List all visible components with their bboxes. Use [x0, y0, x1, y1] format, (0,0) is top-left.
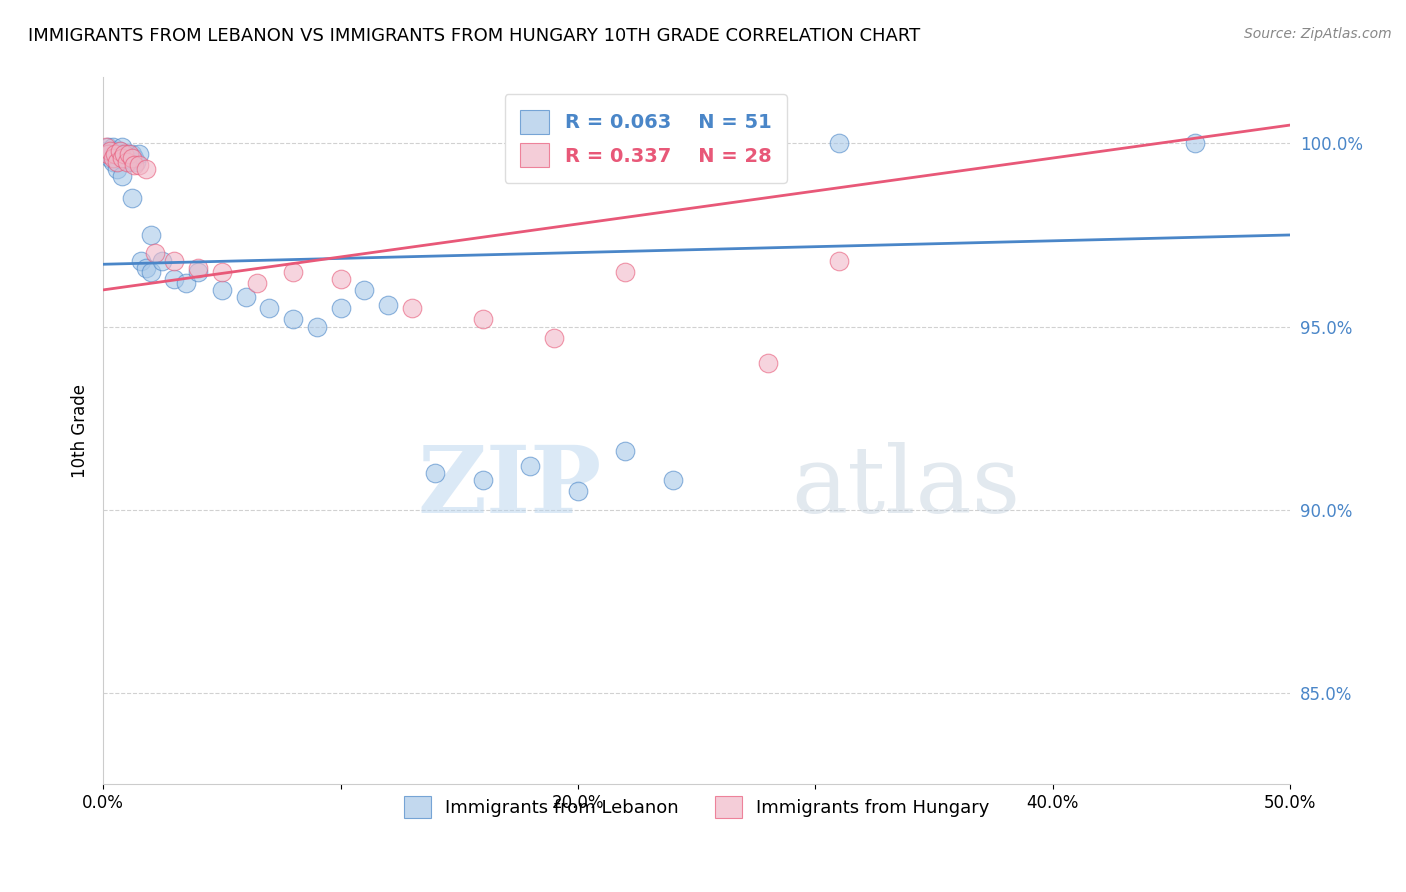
Point [125, 154, 148, 169]
Point [567, 484, 589, 499]
Point [97, 147, 120, 161]
Point [329, 301, 352, 316]
Point [135, 161, 157, 176]
Point [108, 144, 131, 158]
Point [143, 246, 166, 260]
Text: atlas: atlas [792, 442, 1021, 533]
Point [425, 466, 447, 480]
Point [187, 264, 209, 278]
Point [543, 330, 565, 344]
Point [104, 147, 127, 161]
Point [104, 151, 127, 165]
Point [97, 147, 120, 161]
Point [329, 272, 352, 286]
Point [377, 297, 399, 311]
Point [187, 260, 209, 275]
Point [97, 140, 120, 154]
Point [828, 253, 851, 268]
Point [353, 283, 375, 297]
Point [115, 154, 138, 169]
Point [152, 253, 174, 268]
Point [105, 154, 128, 169]
Point [163, 272, 186, 286]
Point [305, 319, 328, 334]
Point [472, 312, 495, 326]
Point [128, 147, 150, 161]
Point [104, 144, 127, 158]
Point [614, 444, 637, 458]
Point [98, 144, 121, 158]
Point [662, 474, 685, 488]
Point [105, 161, 128, 176]
Point [246, 276, 269, 290]
Point [129, 253, 152, 268]
Point [135, 260, 157, 275]
Point [121, 147, 143, 161]
Text: ZIP: ZIP [418, 442, 602, 533]
Point [122, 151, 145, 165]
Point [101, 147, 124, 161]
Y-axis label: 10th Grade: 10th Grade [72, 384, 89, 478]
Point [94, 140, 117, 154]
Point [128, 158, 150, 172]
Point [98, 151, 121, 165]
Text: Source: ZipAtlas.com: Source: ZipAtlas.com [1244, 27, 1392, 41]
Point [101, 140, 124, 154]
Point [614, 264, 637, 278]
Point [105, 147, 128, 161]
Point [121, 151, 143, 165]
Point [1184, 136, 1206, 151]
Point [163, 253, 186, 268]
Point [101, 154, 124, 169]
Point [174, 276, 197, 290]
Point [111, 169, 134, 184]
Point [101, 151, 124, 165]
Point [828, 136, 851, 151]
Point [211, 283, 233, 297]
Point [259, 301, 281, 316]
Point [114, 147, 136, 161]
Point [118, 154, 141, 169]
Point [756, 356, 779, 370]
Legend: Immigrants from Lebanon, Immigrants from Hungary: Immigrants from Lebanon, Immigrants from… [396, 789, 997, 825]
Point [114, 147, 136, 161]
Point [108, 144, 131, 158]
Point [472, 474, 495, 488]
Point [111, 151, 134, 165]
Point [139, 227, 162, 242]
Point [211, 264, 233, 278]
Point [139, 264, 162, 278]
Point [105, 154, 128, 169]
Point [281, 312, 304, 326]
Point [122, 158, 145, 172]
Point [519, 458, 541, 473]
Point [108, 147, 131, 161]
Point [121, 191, 143, 205]
Point [115, 151, 138, 165]
Point [281, 264, 304, 278]
Point [115, 147, 138, 161]
Point [401, 301, 423, 316]
Point [118, 147, 141, 161]
Point [111, 151, 134, 165]
Point [94, 144, 117, 158]
Point [98, 144, 121, 158]
Point [235, 290, 257, 304]
Text: IMMIGRANTS FROM LEBANON VS IMMIGRANTS FROM HUNGARY 10TH GRADE CORRELATION CHART: IMMIGRANTS FROM LEBANON VS IMMIGRANTS FR… [28, 27, 921, 45]
Point [111, 140, 134, 154]
